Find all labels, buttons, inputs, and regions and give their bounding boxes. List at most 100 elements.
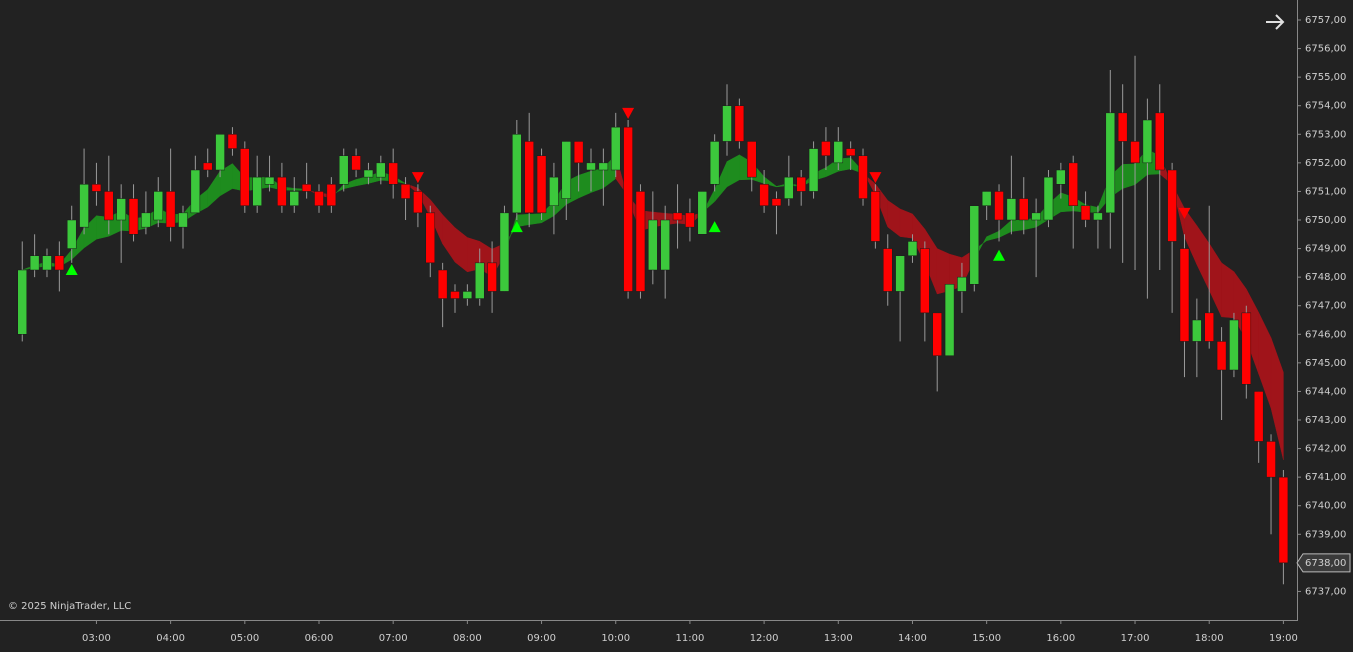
ema-ribbon bbox=[1122, 163, 1136, 189]
candle-body bbox=[314, 191, 324, 206]
candle-body bbox=[672, 212, 683, 221]
candle-body bbox=[190, 169, 201, 214]
candle-body bbox=[338, 155, 349, 185]
candle-body bbox=[734, 105, 745, 142]
candle-body bbox=[969, 205, 980, 285]
candle-body bbox=[771, 198, 782, 206]
candle-body bbox=[215, 134, 225, 171]
candle-body bbox=[1142, 119, 1153, 164]
y-tick-label: 6740,00 bbox=[1305, 501, 1346, 512]
candle-body bbox=[882, 248, 893, 292]
last-price-box bbox=[1296, 553, 1351, 573]
ema-ribbon bbox=[1270, 337, 1284, 460]
y-tick-label: 6743,00 bbox=[1305, 415, 1346, 426]
x-tick-label: 08:00 bbox=[453, 633, 482, 644]
x-tick-label: 03:00 bbox=[82, 633, 111, 644]
candle-body bbox=[635, 191, 646, 292]
candle-body bbox=[425, 212, 436, 264]
candle-body bbox=[746, 141, 757, 178]
x-tick-label: 05:00 bbox=[230, 633, 259, 644]
ema-ribbon bbox=[528, 213, 542, 225]
candle-body bbox=[808, 148, 819, 192]
x-tick-label: 12:00 bbox=[750, 633, 779, 644]
signal-down bbox=[869, 172, 882, 184]
candle-body bbox=[400, 184, 411, 199]
candle-body bbox=[1043, 176, 1054, 221]
candle-body bbox=[104, 191, 114, 221]
x-tick-label: 11:00 bbox=[676, 633, 705, 644]
y-tick-label: 6739,00 bbox=[1305, 529, 1346, 540]
candle-body bbox=[944, 284, 955, 356]
candle-body bbox=[1019, 198, 1029, 221]
candle-body bbox=[1068, 162, 1078, 206]
ema-ribbon bbox=[1221, 262, 1235, 319]
candle-body bbox=[722, 105, 732, 142]
y-tick-label: 6756,00 bbox=[1305, 44, 1346, 55]
candle-body bbox=[301, 184, 312, 192]
y-tick-label: 6753,00 bbox=[1305, 129, 1346, 140]
x-tick-label: 04:00 bbox=[156, 633, 185, 644]
signal-up bbox=[510, 221, 523, 233]
x-tick-label: 09:00 bbox=[527, 633, 556, 644]
candle-body bbox=[1216, 341, 1227, 371]
candle-body bbox=[1093, 212, 1103, 221]
candle-layer bbox=[17, 55, 1289, 585]
candle-body bbox=[660, 219, 670, 271]
candle-body bbox=[153, 191, 164, 221]
candle-body bbox=[784, 176, 794, 199]
candle-body bbox=[907, 241, 918, 256]
signal-up bbox=[708, 221, 721, 233]
candle-body bbox=[512, 134, 522, 214]
y-tick-label: 6741,00 bbox=[1305, 472, 1346, 483]
candle-body bbox=[598, 162, 609, 171]
candle-body bbox=[994, 191, 1004, 221]
candle-body bbox=[870, 191, 881, 242]
x-tick-label: 10:00 bbox=[601, 633, 630, 644]
y-tick-label: 6747,00 bbox=[1305, 301, 1346, 312]
y-tick-label: 6757,00 bbox=[1305, 15, 1346, 26]
ema-ribbon bbox=[590, 168, 604, 193]
collapse-arrow[interactable] bbox=[1266, 14, 1285, 30]
candle-body bbox=[1253, 391, 1264, 442]
y-tick-label: 6755,00 bbox=[1305, 72, 1346, 83]
candle-body bbox=[1204, 312, 1214, 342]
last-price-label: 6738,00 bbox=[1305, 558, 1346, 569]
candle-body bbox=[376, 162, 386, 178]
candle-body bbox=[561, 141, 572, 199]
candle-body bbox=[499, 212, 510, 292]
candle-body bbox=[796, 176, 806, 192]
candle-body bbox=[1229, 319, 1239, 371]
candle-body bbox=[178, 212, 188, 228]
candle-body bbox=[326, 184, 337, 206]
candle-body bbox=[759, 184, 769, 206]
x-tick-label: 07:00 bbox=[379, 633, 408, 644]
candle-body bbox=[821, 141, 831, 156]
candle-body bbox=[697, 191, 708, 235]
signal-up bbox=[993, 249, 1006, 261]
candle-body bbox=[1105, 112, 1116, 214]
candle-body bbox=[1241, 312, 1252, 385]
candle-body bbox=[277, 176, 287, 206]
candle-body bbox=[648, 219, 658, 271]
copyright: © 2025 NinjaTrader, LLC bbox=[8, 601, 131, 612]
candle-body bbox=[128, 198, 139, 235]
x-tick-label: 18:00 bbox=[1195, 633, 1224, 644]
candle-body bbox=[895, 255, 905, 292]
candle-body bbox=[586, 162, 596, 171]
candle-body bbox=[610, 126, 621, 171]
y-tick-label: 6744,00 bbox=[1305, 386, 1346, 397]
candle-body bbox=[1179, 248, 1190, 342]
candle-body bbox=[264, 176, 275, 185]
candle-body bbox=[1167, 169, 1177, 242]
candle-body bbox=[685, 212, 695, 228]
y-tick-label: 6750,00 bbox=[1305, 215, 1346, 226]
x-tick-label: 13:00 bbox=[824, 633, 853, 644]
signal-down bbox=[622, 107, 635, 119]
candle-body bbox=[549, 176, 559, 206]
ema-ribbon bbox=[899, 208, 913, 239]
candle-body bbox=[474, 262, 485, 299]
x-tick-label: 19:00 bbox=[1269, 633, 1298, 644]
signal-down bbox=[1178, 207, 1191, 219]
